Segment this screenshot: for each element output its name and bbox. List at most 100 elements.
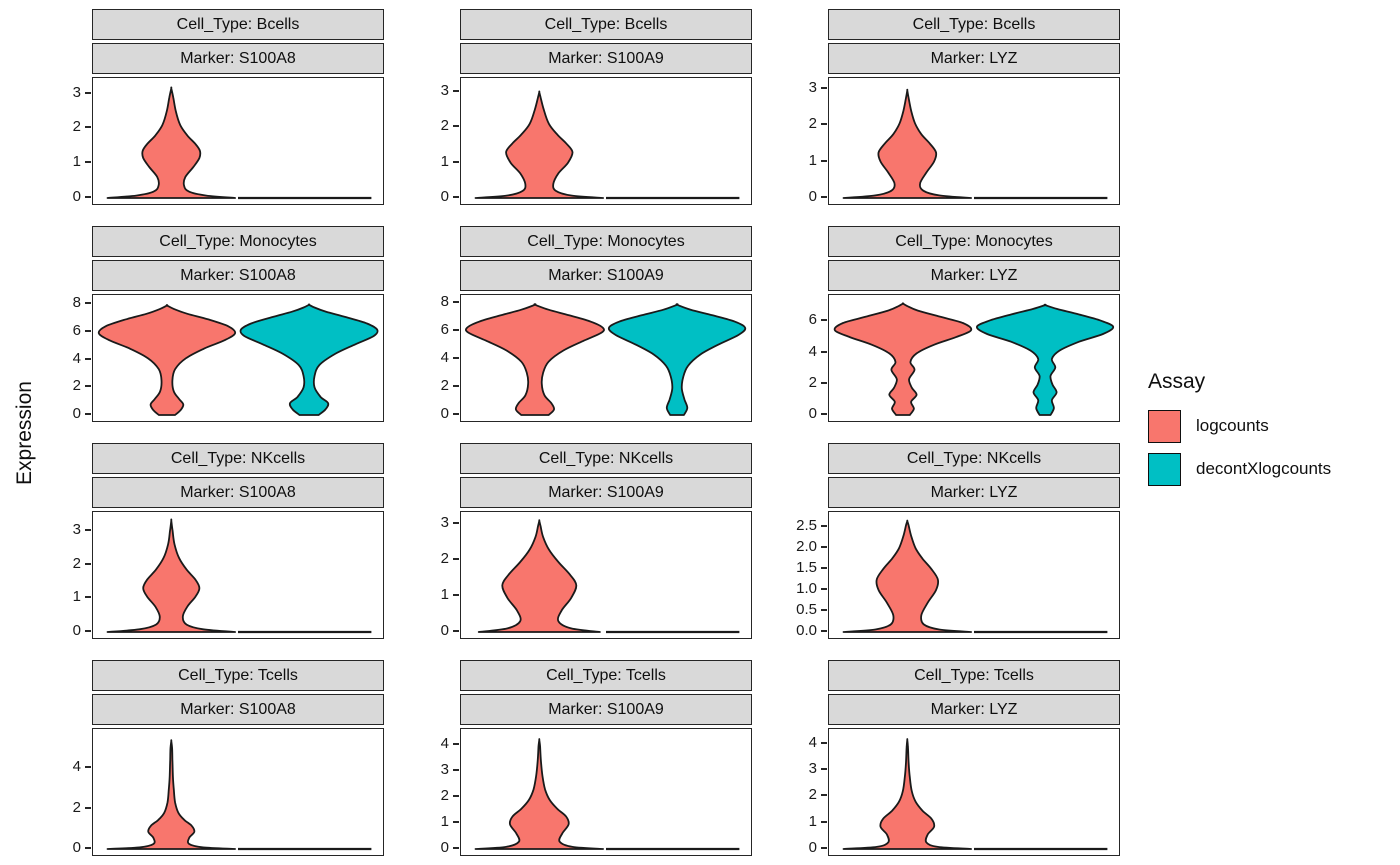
y-tick-mark xyxy=(821,741,827,744)
y-tick-mark xyxy=(85,806,91,809)
y-tick-mark xyxy=(453,795,459,798)
facet-strip-celltype: Cell_Type: Tcells xyxy=(92,660,384,691)
y-tick-mark xyxy=(85,357,91,360)
y-tick-label: 0 xyxy=(440,622,449,639)
y-tick-mark xyxy=(821,350,827,353)
facet-strip-marker: Marker: S100A9 xyxy=(460,477,752,508)
facet-strip-marker: Marker: S100A8 xyxy=(92,694,384,725)
facet-strip-celltype: Cell_Type: NKcells xyxy=(92,443,384,474)
plot-area xyxy=(92,511,384,639)
y-tick-mark xyxy=(453,558,459,561)
y-axis: 0 1 2 3 4 xyxy=(414,728,460,856)
violin-logcounts xyxy=(842,738,972,850)
y-tick-mark xyxy=(453,413,459,415)
y-tick-label: 1 xyxy=(440,813,449,831)
y-tick-mark xyxy=(453,594,459,597)
violin-logcounts xyxy=(106,739,236,850)
y-tick-label: 6 xyxy=(808,311,817,329)
y-tick-mark xyxy=(821,588,827,591)
facet-panel: Cell_Type: Tcells Marker: S100A9 0 1 2 3 4 xyxy=(414,660,752,856)
y-axis: 0 1 2 3 xyxy=(782,77,828,205)
violin-plot-svg xyxy=(474,738,740,851)
facet-strip-celltype: Cell_Type: Tcells xyxy=(460,660,752,691)
plot-area xyxy=(460,77,752,205)
y-tick-label: 8 xyxy=(72,294,81,312)
plot-area xyxy=(460,511,752,639)
violin-logcounts xyxy=(106,518,236,633)
y-tick-label: 0 xyxy=(440,839,449,856)
y-tick-label: 3 xyxy=(440,514,449,532)
y-tick-mark xyxy=(453,630,459,632)
plot-area xyxy=(828,511,1120,639)
facet-strip-celltype: Cell_Type: Monocytes xyxy=(460,226,752,257)
y-tick-mark xyxy=(453,847,459,849)
y-axis: 0 1 2 3 4 xyxy=(782,728,828,856)
y-tick-mark xyxy=(821,820,827,823)
y-axis-title: Expression xyxy=(13,380,36,485)
facet-strip-marker: Marker: LYZ xyxy=(828,260,1120,291)
facet-strip-celltype: Cell_Type: Monocytes xyxy=(828,226,1120,257)
facet-panel: Cell_Type: Monocytes Marker: S100A8 0 2 4 6… xyxy=(46,226,384,422)
y-tick-mark xyxy=(821,413,827,415)
y-tick-label: 0 xyxy=(72,405,81,422)
facet-strip-marker: Marker: S100A8 xyxy=(92,477,384,508)
y-tick-label: 2 xyxy=(72,118,81,136)
y-tick-mark xyxy=(821,525,827,528)
plot-area xyxy=(828,294,1120,422)
y-axis-title-column: Expression xyxy=(4,9,46,856)
y-tick-mark xyxy=(821,567,827,570)
y-tick-mark xyxy=(821,159,827,162)
violin-plot-svg xyxy=(842,88,1108,200)
plot-area xyxy=(828,77,1120,205)
plot-area xyxy=(460,294,752,422)
y-tick-mark xyxy=(85,329,91,332)
y-tick-label: 0.0 xyxy=(796,622,817,639)
facet-strip-celltype: Cell_Type: Bcells xyxy=(92,9,384,40)
y-tick-label: 3 xyxy=(808,78,817,96)
y-tick-mark xyxy=(453,743,459,746)
y-tick-mark xyxy=(821,768,827,771)
facet-panel: Cell_Type: Bcells Marker: S100A9 0 1 2 3 xyxy=(414,9,752,205)
y-tick-mark xyxy=(821,630,827,632)
y-tick-label: 0 xyxy=(808,405,817,422)
y-tick-label: 1 xyxy=(440,586,449,604)
plot-area xyxy=(460,728,752,856)
y-tick-mark xyxy=(453,328,459,331)
y-tick-label: 4 xyxy=(440,348,449,366)
y-tick-mark xyxy=(821,847,827,849)
facet-strip-marker: Marker: LYZ xyxy=(828,43,1120,74)
y-tick-label: 2 xyxy=(440,376,449,394)
violin-plot-svg xyxy=(474,90,740,200)
legend-item: decontXlogcounts xyxy=(1148,452,1396,486)
violin-plot-svg xyxy=(833,302,1115,416)
y-tick-label: 0 xyxy=(808,839,817,856)
y-tick-label: 3 xyxy=(72,520,81,538)
plot-area xyxy=(92,77,384,205)
violin-logcounts xyxy=(477,519,601,633)
y-axis: 0 2 4 6 8 xyxy=(414,293,460,422)
y-tick-label: 1.5 xyxy=(796,559,817,577)
facet-panel: Cell_Type: Tcells Marker: LYZ 0 1 2 3 4 xyxy=(782,660,1120,856)
facet-strip-marker: Marker: LYZ xyxy=(828,477,1120,508)
facet-panel: Cell_Type: NKcells Marker: LYZ 0.0 0.5 1.0… xyxy=(782,443,1120,639)
y-axis: 0 2 4 6 8 xyxy=(46,294,92,422)
y-tick-label: 0 xyxy=(72,622,81,639)
y-tick-label: 1 xyxy=(808,812,817,830)
y-axis: 0 1 2 3 xyxy=(46,77,92,205)
facet-grid: Cell_Type: Bcells Marker: S100A8 0 1 2 3 Ce… xyxy=(46,9,1120,856)
y-tick-mark xyxy=(85,630,91,632)
y-tick-mark xyxy=(85,596,91,599)
y-tick-mark xyxy=(821,196,827,198)
violin-logcounts xyxy=(464,303,605,416)
y-tick-label: 4 xyxy=(808,342,817,360)
y-tick-mark xyxy=(85,413,91,415)
violin-logcounts xyxy=(842,88,972,199)
y-tick-label: 2 xyxy=(440,117,449,135)
violin-logcounts xyxy=(106,86,236,199)
y-tick-label: 4 xyxy=(808,733,817,751)
facet-strip-celltype: Cell_Type: Bcells xyxy=(828,9,1120,40)
violin-plot-svg xyxy=(842,738,1108,851)
y-tick-label: 1 xyxy=(72,588,81,606)
facet-panel: Cell_Type: NKcells Marker: S100A8 0 1 2 3 xyxy=(46,443,384,639)
y-tick-label: 4 xyxy=(72,758,81,776)
